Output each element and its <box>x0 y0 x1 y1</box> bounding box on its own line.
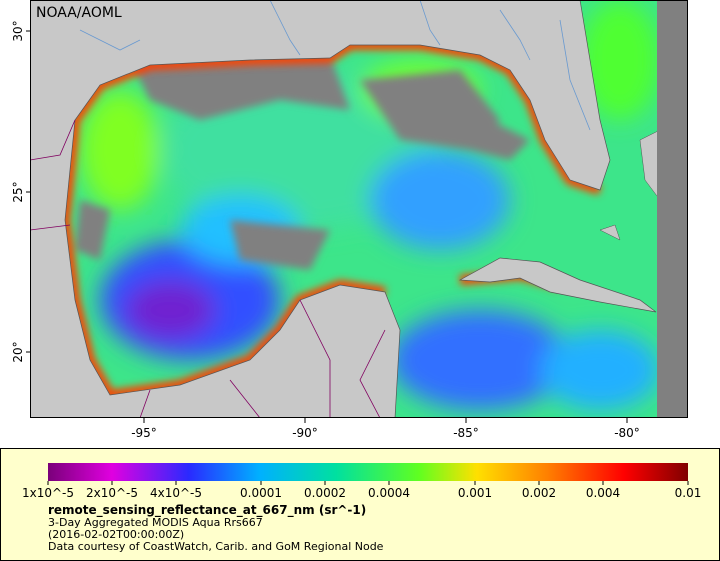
borders <box>30 119 386 418</box>
colorbar-tick-label: 0.0001 <box>240 486 282 500</box>
legend-title: remote_sensing_reflectance_at_667_nm (sr… <box>48 503 366 518</box>
lon-label: -85° <box>453 426 479 440</box>
legend-line: 3-Day Aggregated MODIS Aqua Rrs667 <box>48 516 263 529</box>
colorbar-tick-label: 2x10^-5 <box>86 486 138 500</box>
lat-label: 25° <box>11 181 25 202</box>
reflectance-field <box>80 0 660 410</box>
colorbar-tick-label: 0.0004 <box>368 486 410 500</box>
cuba <box>458 257 657 313</box>
legend-line: (2016-02-02T00:00:00Z) <box>48 528 184 541</box>
lat-label: 20° <box>11 341 25 362</box>
lon-label: -90° <box>292 426 318 440</box>
credit: NOAA/AOML <box>36 5 122 21</box>
colorbar-tick-label: 4x10^-5 <box>150 486 202 500</box>
lon-label: -95° <box>131 426 157 440</box>
lon-labels: -95° -90° -85° -80° <box>131 418 640 440</box>
colorbar-ticks: 1x10^-5 2x10^-5 4x10^-5 0.0001 0.0002 0.0004 0… <box>22 481 701 500</box>
lat-labels: 30° 25° 20° <box>11 20 30 363</box>
legend-line: Data courtesy of CoastWatch, Carib. and … <box>48 540 384 553</box>
lon-label: -80° <box>614 426 640 440</box>
no-data-strip <box>657 0 688 418</box>
colorbar-tick-label: 0.0002 <box>304 486 346 500</box>
land <box>30 0 611 418</box>
colorbar-tick-label: 0.002 <box>522 486 556 500</box>
map-frame <box>30 0 688 418</box>
cloud-mask <box>75 55 530 270</box>
lat-label: 30° <box>11 20 25 41</box>
map <box>30 0 688 418</box>
colorbar-tick-label: 0.01 <box>675 486 702 500</box>
legend-lines: 3-Day Aggregated MODIS Aqua Rrs667(2016-… <box>48 516 384 553</box>
colorbar <box>48 463 688 481</box>
rivers <box>79 0 591 131</box>
colorbar-tick-label: 0.001 <box>458 486 492 500</box>
colorbar-tick-label: 0.004 <box>586 486 620 500</box>
colorbar-tick-label: 1x10^-5 <box>22 486 74 500</box>
